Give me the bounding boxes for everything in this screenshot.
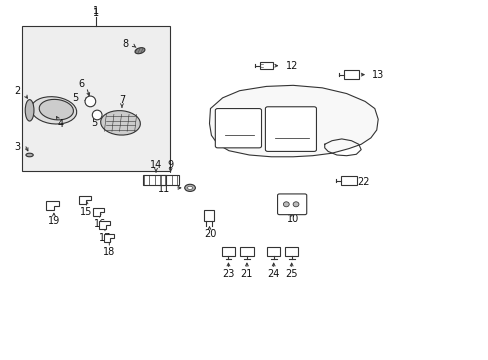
Polygon shape	[93, 208, 104, 216]
Polygon shape	[46, 202, 59, 210]
Bar	[344, 70, 358, 79]
Text: 4: 4	[58, 119, 63, 129]
Bar	[266, 247, 280, 256]
Text: 13: 13	[371, 70, 384, 80]
Text: 19: 19	[48, 216, 60, 226]
Ellipse shape	[92, 110, 102, 120]
Bar	[203, 210, 214, 221]
Ellipse shape	[31, 97, 77, 124]
Text: 12: 12	[285, 61, 298, 71]
Bar	[142, 175, 166, 185]
Text: 14: 14	[150, 159, 162, 170]
Text: 5: 5	[91, 118, 98, 128]
Text: 10: 10	[286, 214, 299, 224]
Ellipse shape	[135, 48, 144, 54]
Polygon shape	[99, 221, 110, 229]
Text: 23: 23	[222, 269, 234, 279]
Text: 15: 15	[80, 207, 92, 217]
FancyBboxPatch shape	[265, 107, 316, 152]
Text: 5: 5	[72, 93, 78, 103]
Text: 9: 9	[167, 159, 173, 170]
Ellipse shape	[283, 202, 288, 207]
FancyBboxPatch shape	[215, 109, 261, 148]
Ellipse shape	[26, 153, 33, 157]
Bar	[285, 247, 298, 256]
Text: 2: 2	[15, 86, 21, 96]
FancyBboxPatch shape	[277, 194, 306, 215]
Ellipse shape	[187, 186, 192, 189]
Text: 3: 3	[15, 142, 21, 152]
Polygon shape	[209, 85, 377, 157]
Text: 7: 7	[119, 95, 125, 105]
Bar	[221, 247, 235, 256]
Ellipse shape	[292, 202, 298, 207]
Ellipse shape	[101, 111, 140, 135]
Text: 16: 16	[93, 219, 105, 229]
Bar	[22, 26, 170, 171]
Text: 6: 6	[78, 79, 84, 89]
Polygon shape	[104, 234, 114, 242]
Text: 1: 1	[93, 8, 99, 18]
Text: 22: 22	[357, 177, 369, 187]
Ellipse shape	[85, 96, 96, 107]
Ellipse shape	[184, 184, 195, 192]
Polygon shape	[79, 197, 91, 204]
Text: 18: 18	[103, 247, 115, 257]
Text: 25: 25	[285, 269, 297, 279]
Bar	[259, 62, 273, 69]
Bar	[240, 247, 253, 256]
Ellipse shape	[25, 100, 34, 121]
Bar	[159, 175, 179, 185]
Text: 1: 1	[93, 6, 99, 17]
Ellipse shape	[39, 99, 73, 120]
Text: 20: 20	[204, 229, 216, 239]
Bar	[341, 176, 356, 185]
Text: 17: 17	[99, 233, 111, 243]
Text: 24: 24	[267, 269, 279, 279]
Text: 21: 21	[240, 269, 253, 279]
Text: 11: 11	[158, 184, 170, 194]
Text: 8: 8	[122, 39, 128, 49]
